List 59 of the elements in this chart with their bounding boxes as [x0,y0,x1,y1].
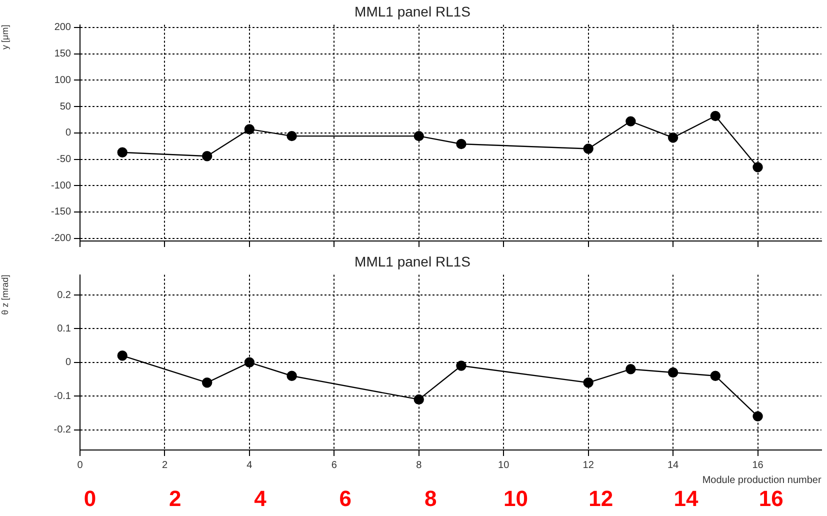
y-tick-label: -50 [56,154,72,166]
y-tick-label: -0.2 [54,424,72,436]
point [414,394,424,405]
x-tick-label: 8 [416,460,422,471]
y-tick-label: 0 [65,128,72,139]
point [626,116,636,126]
point [414,130,424,142]
x-tick-label: 14 [667,460,680,471]
text: 12 [588,486,614,512]
y-tick-label: -200 [50,233,72,244]
text: 10 [503,486,528,512]
y-tick-label: 200 [54,22,72,34]
x-tick-label: 6 [331,460,338,471]
point [710,110,720,122]
x-tick-label: 2 [162,460,168,471]
y-axis-title: y [μm] [0,24,10,50]
point [752,411,763,422]
y-tick-label: 50 [60,101,72,112]
y-axis-title: θ z [mrad] [0,274,10,315]
text: 0 [84,486,96,512]
x-tick-label: 4 [246,460,253,471]
point [583,378,594,388]
text: 2 [169,486,182,512]
text: 4 [254,486,266,512]
y-tick-label: -100 [50,180,72,192]
point [244,357,255,368]
point [286,130,297,142]
chart-title: MML1 panel RL1S [354,253,470,270]
text: 14 [674,486,698,512]
point [626,364,636,374]
text: 8 [424,486,437,512]
y-tick-label: 0.1 [57,323,72,334]
text: 6 [339,486,352,512]
chart-title: MML1 panel RL1S [354,3,470,20]
point [286,370,297,381]
point [583,144,594,154]
point [117,350,128,361]
point [117,147,128,158]
x-tick-label: 16 [752,460,764,471]
y-tick-label: 100 [54,74,72,86]
point [202,151,212,162]
point [244,124,255,134]
x-tick-label: 12 [582,460,594,471]
x-tick-label: 10 [498,460,510,471]
x-axis-title: Module production number [702,474,822,486]
text: 16 [758,486,784,512]
point [456,138,466,150]
y-tick-label: 0 [65,357,72,368]
point [710,370,720,381]
y-tick-label: 0.2 [57,290,72,301]
x-tick-label: 0 [77,460,84,471]
y-tick-label: -150 [50,206,72,218]
y-tick-label: -0.1 [54,390,72,402]
point [202,378,212,388]
point [456,360,466,371]
point [668,367,678,378]
point [752,162,763,172]
y-tick-label: 150 [54,48,72,60]
point [668,132,678,143]
